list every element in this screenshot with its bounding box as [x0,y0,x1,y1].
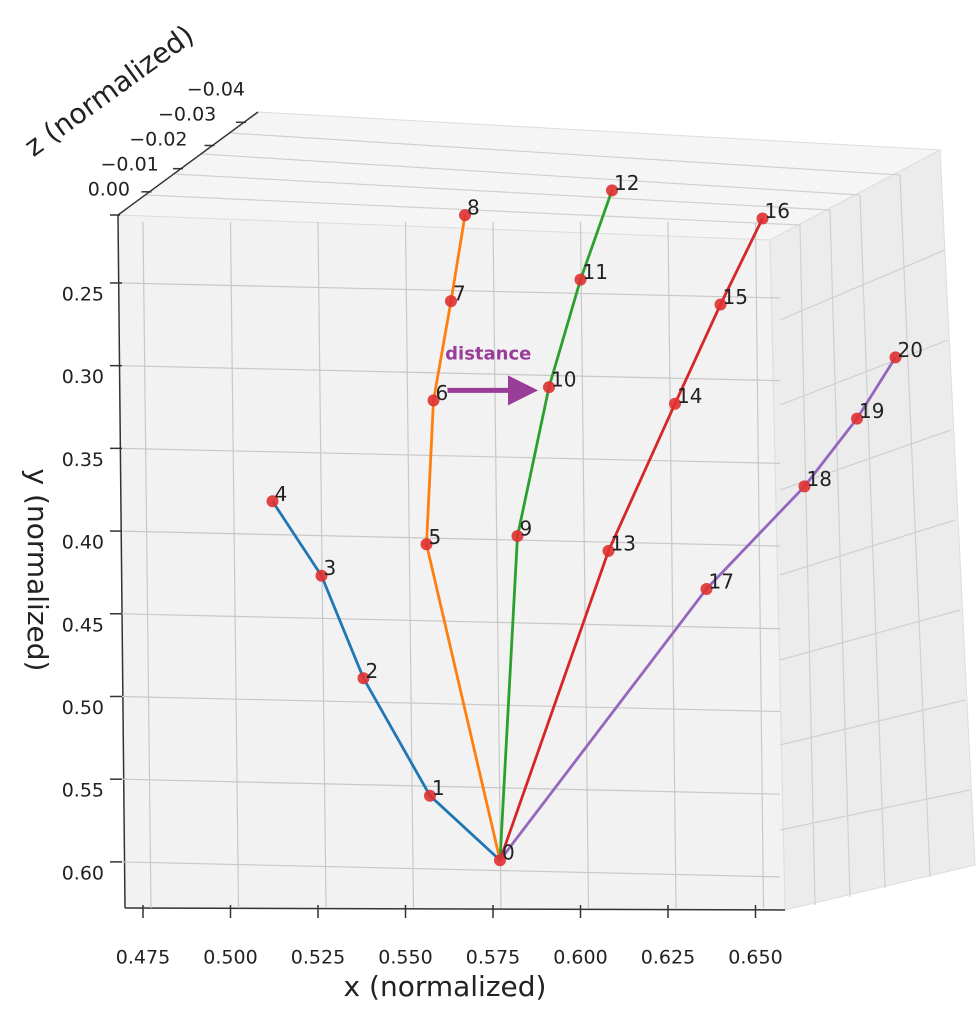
landmark [420,538,433,551]
y-axis-line [117,214,126,909]
x-grid-line [142,221,152,909]
z-tick-label: −0.04 [187,79,245,101]
landmark-label: 6 [436,381,449,405]
landmark-label: 12 [614,171,639,195]
landmark [424,789,436,802]
landmark [889,351,902,364]
landmark-label: 13 [611,531,636,555]
y-tick-label: 0.30 [62,366,104,388]
y-tick-label: 0.55 [62,780,104,802]
landmark-label: 17 [709,569,734,593]
landmark-label: 5 [429,525,442,549]
y-tick-label: 0.45 [62,614,104,636]
landmark [851,412,863,425]
x-tick-label: 0.600 [553,947,607,969]
landmark-label: 0 [502,841,515,865]
y-tick-label: 0.40 [62,532,104,554]
x-tick-label: 0.475 [116,947,170,969]
z-tick-label: −0.01 [101,154,159,176]
landmark [511,530,524,543]
landmark [266,495,279,508]
z-tick-label: −0.03 [158,104,216,126]
pane-grid [145,132,971,906]
landmark-label: 20 [898,338,923,362]
annotation-text: distance [445,343,531,364]
landmark-label: 2 [366,659,379,683]
landmark-label: 3 [324,556,337,580]
x-tick-label: 0.650 [728,947,782,969]
x-tick-label: 0.500 [203,947,257,969]
landmark [543,381,555,394]
y-grid-line [119,447,781,464]
landmark-label: 11 [583,260,608,284]
landmark [669,397,681,410]
y-tick-label: 0.50 [62,697,104,719]
y-grid-line [119,613,781,630]
x-grid-line [317,221,327,909]
y-axis-label: y (normalized) [21,469,54,672]
landmark-label: 16 [765,199,790,223]
landmark-label: 8 [467,196,480,220]
landmark-label: 19 [859,399,884,423]
x-grid-line [404,221,415,909]
landmark-label: 7 [453,282,466,306]
y-grid-line [119,282,781,299]
landmark [445,295,457,308]
y-grid-line [119,530,781,547]
landmark-label: 10 [551,368,576,392]
landmark [602,544,615,557]
x-tick-label: 0.625 [641,947,695,969]
z-tick-label: −0.02 [129,129,187,151]
landmark [700,582,713,595]
x-tick-label: 0.575 [466,947,520,969]
landmark [459,209,471,222]
grid [110,121,781,918]
landmark-label: 15 [723,285,748,309]
landmark [315,569,328,582]
front-pane [117,214,786,911]
landmark [756,212,769,225]
landmark [494,854,506,867]
x-axis-label: x (normalized) [344,970,547,1003]
landmark-label: 9 [520,517,533,541]
landmark [606,184,618,197]
landmark [357,672,370,685]
y-tick-label: 0.35 [62,449,104,471]
y-grid-line [119,861,781,878]
y-tick-label: 0.25 [62,283,104,305]
marks [266,184,902,867]
x-axis-line [124,907,786,911]
y-grid-line [119,778,781,795]
z-tick-label: 0.00 [88,179,130,201]
landmark-label: 4 [275,482,288,506]
x-tick-label: 0.525 [291,947,345,969]
landmark-label: 1 [432,776,445,800]
x-grid-line [579,221,590,909]
landmark [714,298,727,311]
x-grid-line [667,221,677,909]
x-grid-line [492,221,502,909]
x-tick-label: 0.550 [378,947,432,969]
y-tick-label: 0.60 [62,862,104,884]
landmark [427,394,440,407]
z-axis-line [117,111,259,216]
landmark-label: 18 [807,467,832,491]
landmark [574,273,587,286]
landmark [798,480,811,493]
landmark-label: 14 [677,384,702,408]
x-grid-line [229,221,240,909]
y-grid-line [119,365,781,382]
y-grid-line [119,695,781,713]
